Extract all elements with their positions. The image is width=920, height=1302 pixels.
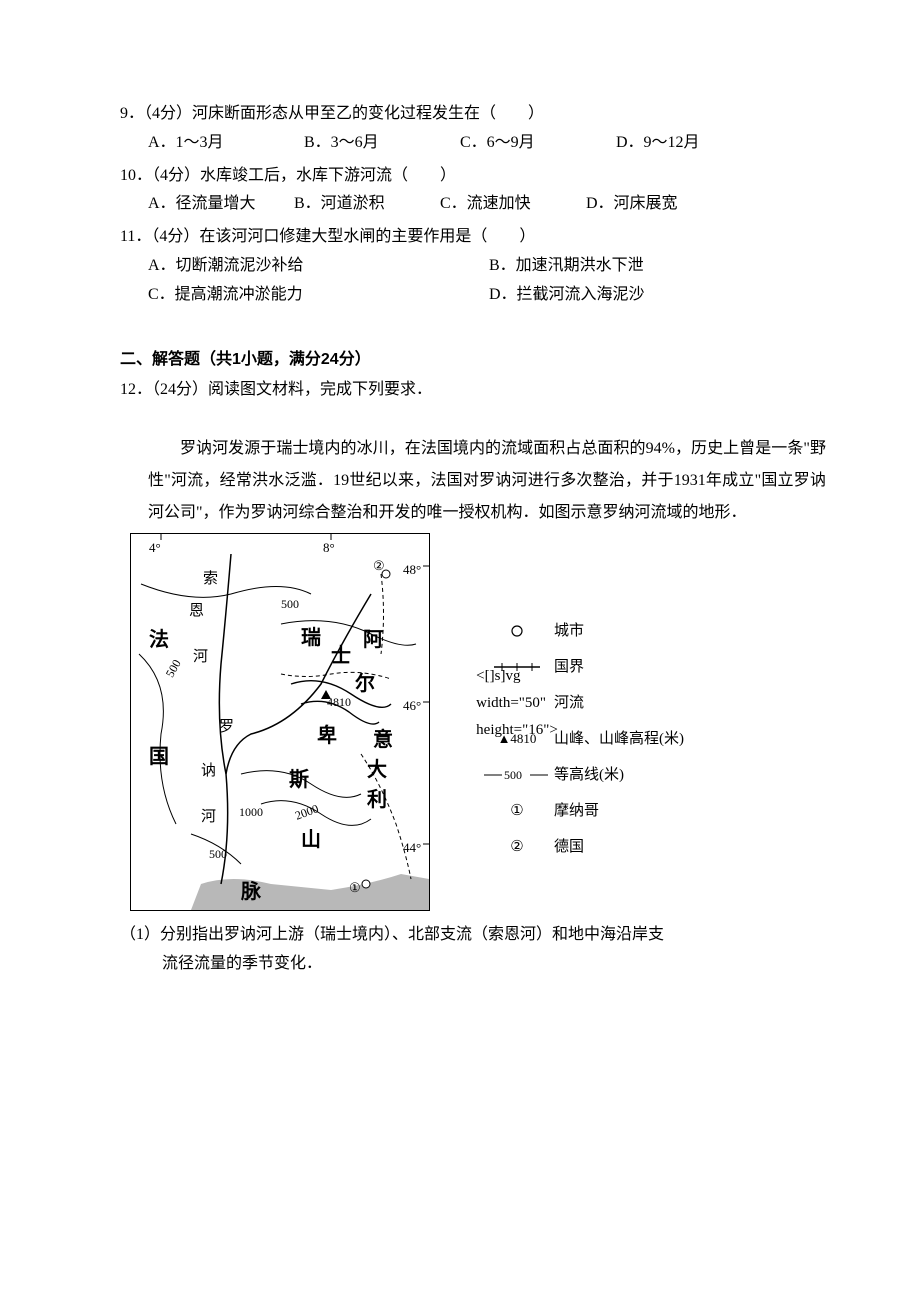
lbl-na: 讷 (201, 758, 216, 785)
question-12: 12．（24分）阅读图文材料，完成下列要求． 罗讷河发源于瑞士境内的冰川，在法国… (120, 376, 830, 978)
circled1-icon: ① (480, 798, 554, 825)
q10-options: A．径流量增大 B．河道淤积 C．流速加快 D．河床展宽 (120, 190, 830, 219)
q9-stem: 9．（4分）河床断面形态从甲至乙的变化过程发生在（ ） (120, 100, 830, 129)
legend: 城市 国界 <[]s]vg width="50" height="16"> 河流… (480, 533, 684, 911)
question-9: 9．（4分）河床断面形态从甲至乙的变化过程发生在（ ） A．1～3月 B．3～6… (120, 100, 830, 158)
lbl-rui: 瑞 (301, 620, 321, 656)
lon-4: 4° (149, 536, 161, 559)
q12-sub1: （1）分别指出罗讷河上游（瑞士境内）、北部支流（索恩河）和地中海沿岸支 流径流量… (120, 921, 830, 979)
q10-opt-d: D．河床展宽 (586, 190, 742, 219)
q12-material: 罗讷河发源于瑞士境内的冰川，在法国境内的流域面积占总面积的94%，历史上曾是一条… (120, 433, 830, 529)
lbl-luo: 罗 (219, 714, 234, 741)
legend-peak-label: 山峰、山峰高程(米) (554, 726, 684, 753)
q9-opt-c: C．6～9月 (460, 129, 616, 158)
question-10: 10．（4分）水库竣工后，水库下游河流（ ） A．径流量增大 B．河道淤积 C．… (120, 162, 830, 220)
circ2: ② (373, 554, 385, 577)
q9-opt-a: A．1～3月 (148, 129, 304, 158)
circled2-icon: ② (480, 834, 554, 861)
q10-opt-c: C．流速加快 (440, 190, 586, 219)
map-box: 4° 8° 48° 46° 44° 索 恩 法 河 瑞 士 阿 国 尔 卑 斯 … (130, 533, 430, 911)
legend-contour: 500 等高线(米) (480, 761, 684, 789)
q11-opt-b: B．加速汛期洪水下泄 (489, 252, 830, 281)
q11-stem: 11．（4分）在该河河口修建大型水闸的主要作用是（ ） (120, 223, 830, 252)
svg-text:500: 500 (504, 768, 522, 782)
q10-opt-a: A．径流量增大 (148, 190, 294, 219)
contour-icon: 500 (480, 768, 554, 782)
city-icon (480, 624, 554, 638)
lon-8: 8° (323, 536, 335, 559)
q12-sub1-line1: （1）分别指出罗讷河上游（瑞士境内）、北部支流（索恩河）和地中海沿岸支 (120, 921, 830, 950)
lbl-a: 阿 (363, 622, 383, 658)
q11-opt-c: C．提高潮流冲淤能力 (148, 281, 489, 310)
q11-options: A．切断潮流泥沙补给 B．加速汛期洪水下泄 C．提高潮流冲淤能力 D．拦截河流入… (120, 252, 830, 310)
lbl-he: 河 (193, 644, 208, 671)
lat-44: 44° (403, 836, 421, 859)
legend-river-label: 河流 (554, 690, 584, 717)
lbl-si: 斯 (289, 762, 309, 798)
lbl-fa: 法 (149, 622, 169, 658)
q11-opt-d: D．拦截河流入海泥沙 (489, 281, 830, 310)
lbl-guo: 国 (149, 739, 169, 775)
c500b: 500 (281, 594, 299, 616)
c1000: 1000 (239, 802, 263, 824)
q9-options: A．1～3月 B．3～6月 C．6～9月 D．9～12月 (120, 129, 830, 158)
legend-monaco-label: 摩纳哥 (554, 798, 599, 825)
lat-46: 46° (403, 694, 421, 717)
lbl-shan: 山 (301, 822, 321, 858)
legend-border-label: 国界 (554, 654, 584, 681)
legend-peak: ▲4810 山峰、山峰高程(米) (480, 725, 684, 753)
circ1: ① (349, 876, 361, 899)
q11-opt-a: A．切断潮流泥沙补给 (148, 252, 489, 281)
lbl-li: 利 (367, 782, 387, 818)
q12-stem: 12．（24分）阅读图文材料，完成下列要求． (120, 376, 830, 405)
c500c: 500 (209, 844, 227, 866)
q9-opt-d: D．9～12月 (616, 129, 772, 158)
lbl-peak: 4810 (327, 692, 351, 714)
q10-stem: 10．（4分）水库竣工后，水库下游河流（ ） (120, 162, 830, 191)
peak-icon: ▲4810 (480, 727, 554, 750)
lbl-mai: 脉 (241, 874, 261, 910)
lbl-he2: 河 (201, 804, 216, 831)
q12-sub1-line2: 流径流量的季节变化． (120, 950, 830, 979)
legend-monaco: ① 摩纳哥 (480, 797, 684, 825)
question-11: 11．（4分）在该河河口修建大型水闸的主要作用是（ ） A．切断潮流泥沙补给 B… (120, 223, 830, 309)
q9-opt-b: B．3～6月 (304, 129, 460, 158)
legend-contour-label: 等高线(米) (554, 762, 624, 789)
figure-area: 4° 8° 48° 46° 44° 索 恩 法 河 瑞 士 阿 国 尔 卑 斯 … (130, 533, 830, 911)
legend-city: 城市 (480, 617, 684, 645)
lbl-er: 尔 (355, 666, 375, 702)
lat-48: 48° (403, 558, 421, 581)
legend-germany-label: 德国 (554, 834, 584, 861)
legend-germany: ② 德国 (480, 833, 684, 861)
section-2-title: 二、解答题（共1小题，满分24分） (120, 346, 830, 375)
lbl-bei: 卑 (317, 718, 337, 754)
legend-river: <[]s]vg width="50" height="16"> 河流 (480, 689, 684, 717)
legend-city-label: 城市 (554, 618, 584, 645)
q10-opt-b: B．河道淤积 (294, 190, 440, 219)
lbl-shi: 士 (331, 638, 351, 674)
lbl-en: 恩 (189, 598, 204, 625)
lbl-suo: 索 (203, 566, 218, 593)
